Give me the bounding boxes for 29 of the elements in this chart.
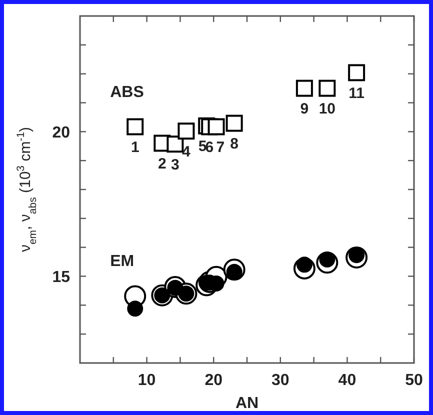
annotation: 1 [130,139,140,156]
y-tick-label: 15 [52,268,70,286]
point [296,80,313,97]
annotation: 8 [230,136,238,153]
x-tick-label: 50 [405,372,423,389]
point [127,300,144,317]
annotation: 7 [216,139,225,156]
annotation: 5 [198,138,207,156]
annotation: 2 [158,155,166,172]
annotation: 3 [171,156,180,174]
point [208,118,225,136]
annotation: EM [110,253,134,270]
annotation: 6 [205,139,214,156]
point [178,122,195,140]
x-tick-label: 30 [272,372,290,389]
annotation: 9 [300,100,309,118]
point [318,80,336,97]
annotation: 11 [348,84,364,102]
annotation: 4 [182,143,192,160]
point [166,136,184,153]
x-tick-label: 20 [204,372,223,389]
point [348,64,366,82]
annotation: 10 [318,100,336,118]
x-axis-title: AN [235,395,259,412]
x-tick-label: 40 [338,372,356,389]
point [226,114,243,132]
x-tick-label: 10 [138,372,156,389]
point [126,118,144,136]
annotation: ABS [110,84,144,101]
